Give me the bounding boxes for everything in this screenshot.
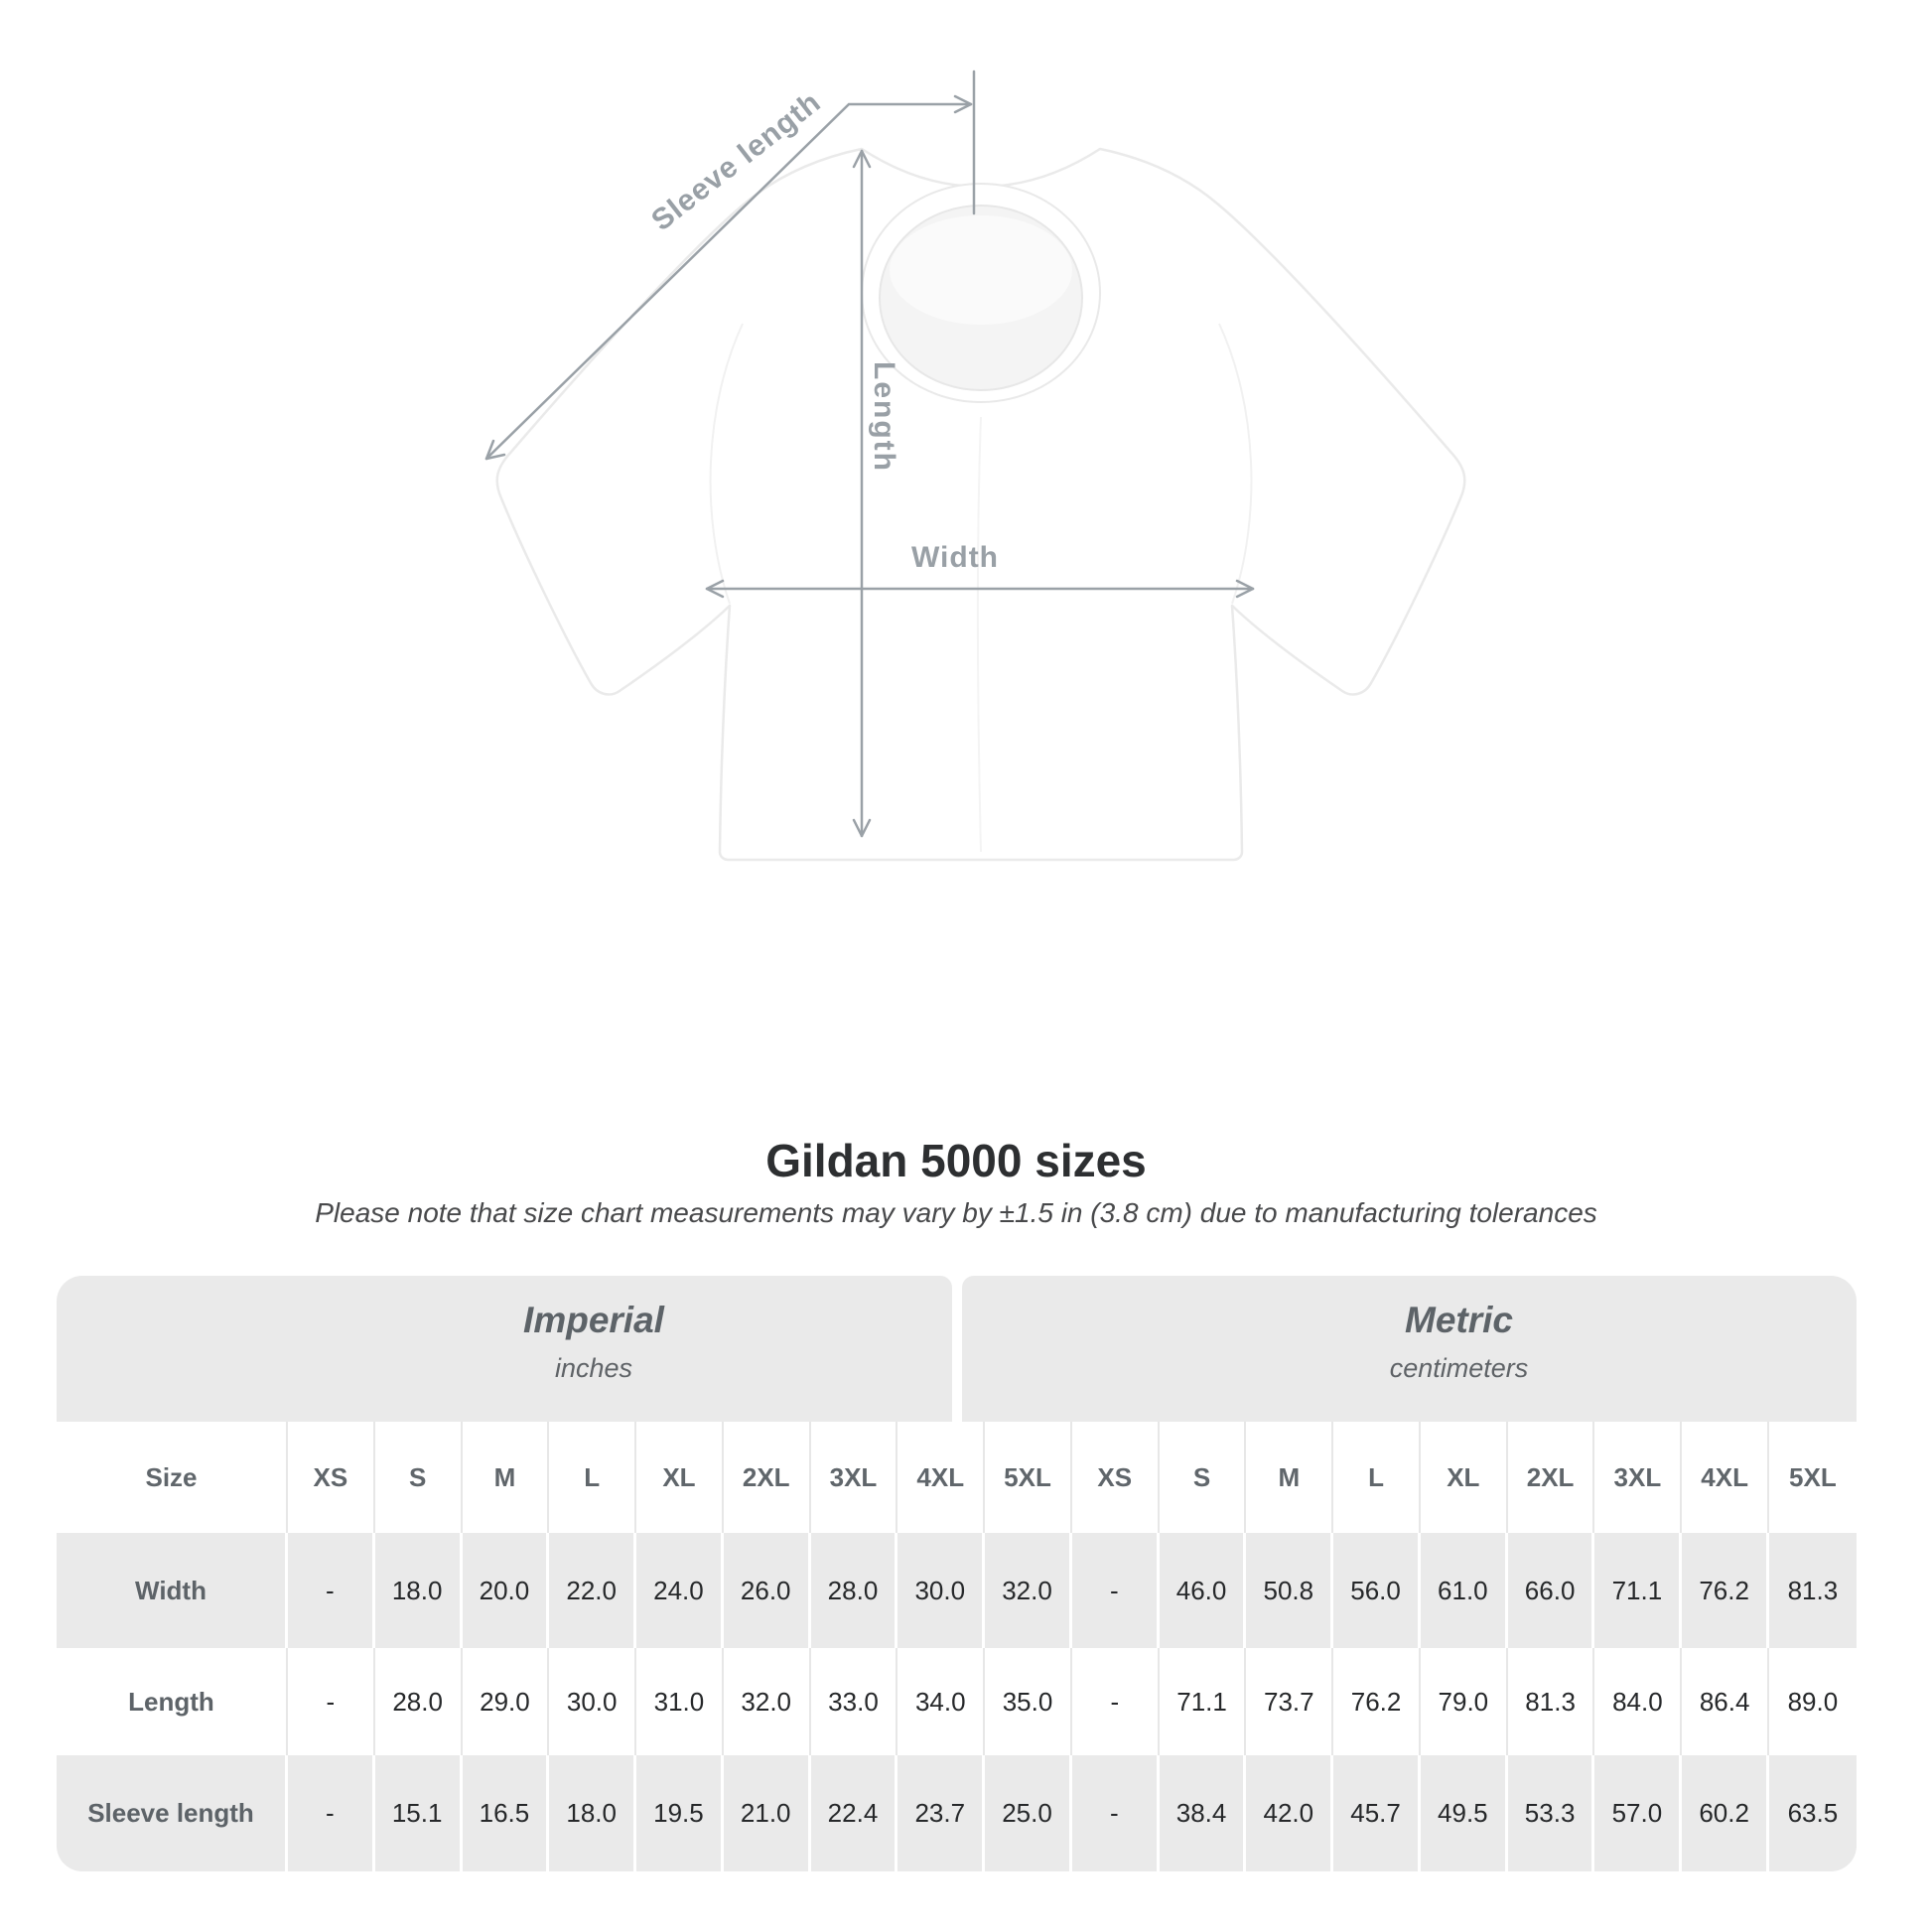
table-cell: 57.0 [1594, 1755, 1683, 1871]
imperial-header-band: Imperial inches [57, 1276, 952, 1422]
table-cell: 25.0 [985, 1755, 1072, 1871]
table-cell: 76.2 [1333, 1648, 1421, 1755]
size-col-header: L [1333, 1422, 1421, 1533]
row-label: Width [57, 1533, 288, 1648]
table-cell: - [1071, 1755, 1160, 1871]
table-row-width: Width - 18.0 20.0 22.0 24.0 26.0 28.0 30… [57, 1533, 1857, 1648]
table-cell: 18.0 [374, 1533, 463, 1648]
table-cell: - [1071, 1533, 1160, 1648]
table-cell: 35.0 [985, 1648, 1072, 1755]
table-cell: 81.3 [1769, 1533, 1857, 1648]
table-row-length: Length - 28.0 29.0 30.0 31.0 32.0 33.0 3… [57, 1648, 1857, 1755]
table-cell: 22.0 [549, 1533, 637, 1648]
table-row-sleeve-length: Sleeve length - 15.1 16.5 18.0 19.5 21.0… [57, 1755, 1857, 1871]
page-title: Gildan 5000 sizes [765, 1135, 1147, 1186]
table-cell: 29.0 [462, 1648, 550, 1755]
table-cell: 28.0 [810, 1533, 898, 1648]
size-chart-table: Imperial inches Metric centimeters Size … [57, 1276, 1857, 1871]
metric-unit-label: centimeters [1389, 1353, 1529, 1383]
table-cell: 21.0 [723, 1755, 811, 1871]
size-col-header: L [549, 1422, 637, 1533]
size-col-header: 4XL [897, 1422, 986, 1533]
length-arrow [852, 149, 872, 838]
table-cell: 56.0 [1333, 1533, 1421, 1648]
table-cell: 19.5 [636, 1755, 724, 1871]
width-label: Width [910, 541, 1000, 574]
metric-label: Metric [1405, 1300, 1513, 1340]
row-label: Sleeve length [57, 1755, 288, 1871]
table-cell: 79.0 [1420, 1648, 1508, 1755]
table-cell: 22.4 [810, 1755, 898, 1871]
table-cell: 49.5 [1420, 1755, 1508, 1871]
width-arrow [705, 579, 1255, 599]
table-cell: 61.0 [1420, 1533, 1508, 1648]
table-cell: 18.0 [549, 1755, 637, 1871]
metric-header-band: Metric centimeters [961, 1276, 1857, 1422]
tshirt-diagram [484, 69, 1466, 862]
size-col-header: 3XL [810, 1422, 898, 1533]
size-col-header: 2XL [723, 1422, 811, 1533]
size-col-header: 2XL [1507, 1422, 1595, 1533]
table-cell: 32.0 [723, 1648, 811, 1755]
table-cell: 53.3 [1507, 1755, 1595, 1871]
table-cell: 76.2 [1682, 1533, 1770, 1648]
table-cell: 33.0 [810, 1648, 898, 1755]
table-cell: 20.0 [462, 1533, 550, 1648]
size-col-header: S [1159, 1422, 1247, 1533]
table-cell: 81.3 [1507, 1648, 1595, 1755]
size-col-header: M [462, 1422, 550, 1533]
imperial-unit-label: inches [554, 1353, 633, 1383]
table-cell: 71.1 [1594, 1533, 1683, 1648]
size-col-header: XS [288, 1422, 375, 1533]
sleeve-length-arrow [484, 69, 976, 461]
size-col-header: XL [636, 1422, 724, 1533]
table-cell: 46.0 [1159, 1533, 1247, 1648]
tshirt-outline [495, 147, 1466, 862]
size-col-header: M [1246, 1422, 1334, 1533]
size-header-cell: Size [57, 1422, 288, 1533]
size-col-header: 3XL [1594, 1422, 1683, 1533]
table-cell: 26.0 [723, 1533, 811, 1648]
table-cell: 23.7 [897, 1755, 986, 1871]
table-cell: 32.0 [985, 1533, 1072, 1648]
table-cell: 24.0 [636, 1533, 724, 1648]
size-col-header: S [374, 1422, 463, 1533]
table-cell: 66.0 [1507, 1533, 1595, 1648]
table-cell: 31.0 [636, 1648, 724, 1755]
table-cell: 34.0 [897, 1648, 986, 1755]
size-col-header: 5XL [985, 1422, 1072, 1533]
table-cell: 73.7 [1246, 1648, 1334, 1755]
table-cell: 50.8 [1246, 1533, 1334, 1648]
table-cell: 60.2 [1682, 1755, 1770, 1871]
size-col-header: 5XL [1769, 1422, 1857, 1533]
length-label: Length [868, 361, 900, 473]
table-cell: 84.0 [1594, 1648, 1683, 1755]
table-cell: 30.0 [549, 1648, 637, 1755]
size-col-header: XS [1071, 1422, 1160, 1533]
unit-header-row: Imperial inches Metric centimeters [57, 1276, 1857, 1422]
table-cell: - [288, 1755, 375, 1871]
table-cell: 42.0 [1246, 1755, 1334, 1871]
table-cell: 38.4 [1159, 1755, 1247, 1871]
table-cell: - [288, 1648, 375, 1755]
row-label: Length [57, 1648, 288, 1755]
tolerance-note: Please note that size chart measurements… [315, 1197, 1597, 1228]
table-cell: 28.0 [374, 1648, 463, 1755]
table-cell: 86.4 [1682, 1648, 1770, 1755]
table-cell: - [1071, 1648, 1160, 1755]
measurement-arrows [484, 69, 1255, 838]
size-col-header: 4XL [1682, 1422, 1770, 1533]
table-cell: 16.5 [462, 1755, 550, 1871]
table-cell: 15.1 [374, 1755, 463, 1871]
table-cell: 89.0 [1769, 1648, 1857, 1755]
table-cell: 45.7 [1333, 1755, 1421, 1871]
size-col-header: XL [1420, 1422, 1508, 1533]
table-cell: 30.0 [897, 1533, 986, 1648]
size-header-row: Size XS S M L XL 2XL 3XL 4XL 5XL XS S M … [57, 1422, 1857, 1533]
imperial-label: Imperial [523, 1300, 664, 1340]
table-cell: 63.5 [1769, 1755, 1857, 1871]
table-cell: - [288, 1533, 375, 1648]
table-cell: 71.1 [1159, 1648, 1247, 1755]
